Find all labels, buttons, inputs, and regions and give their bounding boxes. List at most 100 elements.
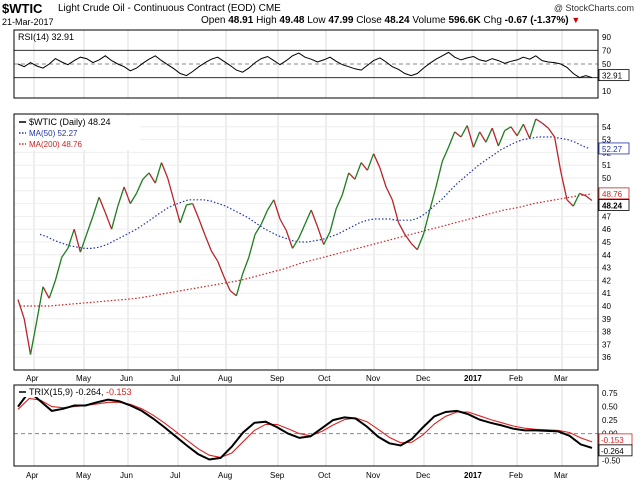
price-bar [48,280,57,299]
price-bar [54,257,63,281]
price-bar [267,199,275,211]
price-tick-54: 54 [602,123,611,132]
price-legend-entry-0: $WTIC (Daily) 48.24 [29,117,111,127]
price-tick-37: 37 [602,340,611,349]
down-triangle-icon: ▼ [571,15,581,25]
price-tick-40: 40 [602,302,611,311]
price-tick-36: 36 [602,353,611,362]
price-panel-frame [13,113,599,371]
price-last-box-1 [598,187,630,200]
price-tick-50: 50 [602,174,611,183]
price-bar [516,123,524,137]
price-bar [354,162,362,180]
price-tick-41: 41 [602,289,611,298]
trix-signal-line [17,397,593,458]
instrument-name: Light Crude Oil - Continuous Contract (E… [58,3,281,14]
price-bar [504,126,512,132]
price-bar [422,209,431,235]
price-tick-42: 42 [602,276,611,285]
price-bar [510,126,518,137]
price-bar [235,273,244,296]
price-tick-43: 43 [602,264,611,273]
price-bar [192,203,200,220]
trix-x-label-1: May [76,471,91,480]
price-tick-45: 45 [602,238,611,247]
price-bar [579,192,587,197]
price-x-label-8: Dec [416,374,430,383]
trix-last-box [598,444,633,457]
chg-value: -0.67 (-1.37%) [504,15,569,26]
trix-x-label-9: 2017 [464,471,482,480]
price-bar [285,230,294,249]
price-x-label-9: 2017 [464,374,482,383]
price-bar [429,186,437,211]
price-bar [129,193,138,204]
rsi-tick-10: 10 [602,87,611,96]
price-bar [135,179,144,194]
price-bar [73,229,82,253]
low-value: 47.99 [328,15,354,26]
trix-title: TRIX(15,9) -0.264, -0.153 [29,387,132,397]
price-x-label-10: Feb [509,374,523,383]
trix-x-label-3: Jul [170,471,180,480]
price-bar [198,218,206,236]
price-tick-39: 39 [602,315,611,324]
price-bar [160,162,169,179]
price-bar [260,209,269,225]
price-bar [435,161,443,188]
price-bar [497,130,506,147]
rsi-tick-90: 90 [602,33,611,42]
rsi-tick-50: 50 [602,60,611,69]
price-bar [566,199,574,207]
price-bar [186,202,193,206]
price-bar [79,234,88,253]
price-x-label-2: Jun [120,374,133,383]
price-legend-entry-2: MA(200) 48.76 [29,140,82,149]
trix-x-label-7: Nov [366,471,380,480]
price-bar [298,223,306,239]
price-bar [123,186,131,204]
price-bar [98,196,106,213]
price-bar [23,318,32,355]
rsi-last-value-label: 32.91 [602,72,623,81]
price-bar [391,199,400,223]
price-bar [585,195,593,202]
price-bar [110,206,119,230]
low-label: Low [307,15,326,26]
price-bar [17,299,25,319]
price-bar [323,231,331,245]
price-bar [441,147,450,162]
price-bar [248,234,256,258]
price-bar [273,199,281,220]
price-x-label-11: Mar [554,374,568,383]
high-label: High [256,15,277,26]
chart-header: $WTIC Light Crude Oil - Continuous Contr… [0,0,640,28]
rsi-last-value-box [598,69,630,82]
rsi-panel-frame [13,29,599,99]
price-bar [541,122,549,129]
price-bar [223,276,231,291]
price-bar [447,131,456,148]
price-bar [341,172,350,195]
price-x-label-1: May [76,374,91,383]
rsi-line [17,51,593,79]
volume-value: 596.6K [448,15,481,26]
price-bar [291,237,300,249]
price-bar [279,218,287,231]
trix-x-label-2: Jun [120,471,133,480]
price-bar [61,248,69,258]
price-bar [217,260,225,277]
volume-label: Volume [412,15,446,26]
price-bar [366,153,375,171]
price-bar [173,200,181,223]
price-bar [117,186,125,207]
price-bar [528,118,537,139]
price-x-label-0: Apr [26,374,39,383]
trix-x-label-0: Apr [26,471,39,480]
trix-x-label-6: Oct [318,471,331,480]
quote-date: 21-Mar-2017 [2,17,54,27]
price-bar [454,131,462,138]
price-bar [167,177,175,202]
symbol-label: $WTIC [2,1,43,16]
